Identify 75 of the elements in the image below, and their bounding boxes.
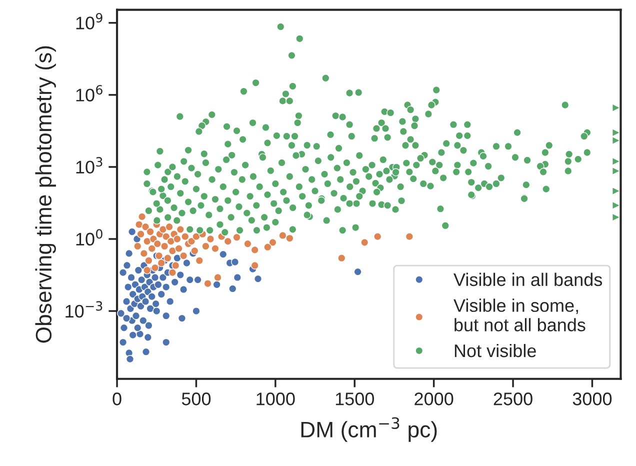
point [143,237,152,246]
point [405,232,414,241]
y-tick-label: 10$^{0}$ [76,229,102,246]
point [157,258,166,268]
point [204,279,212,288]
point [187,237,196,246]
point [214,273,222,282]
point [172,261,180,270]
point [146,228,154,236]
point [165,222,174,231]
point [151,264,160,272]
point [181,232,190,241]
point [612,188,620,194]
x-tick-label: 0 [112,392,122,406]
legend-label: Visible in all bands [454,272,602,286]
x-tick-label: 1000 [256,392,295,406]
point [136,230,145,238]
x-tick-label: 1500 [336,392,374,406]
point [612,129,620,136]
legend-label: Not visible [454,344,536,358]
point [143,266,152,274]
point [162,232,170,241]
y-axis-title: Observing time photometry (s) [35,46,56,343]
y-tick-label: 10$^{9}$ [76,12,102,30]
point [142,222,150,231]
x-tick-label: 500 [182,392,211,406]
point [206,234,215,244]
point [164,254,172,262]
point [232,233,241,242]
point [338,254,346,262]
point [195,256,204,265]
y-tick-label: 10$^{−3}$ [66,301,102,318]
point [211,244,220,253]
point [180,252,188,260]
point [154,252,164,260]
point [140,249,148,258]
point [374,232,382,241]
point [148,244,156,253]
point [250,246,259,254]
legend-label: Visible in some, but not all bands [454,298,586,332]
y-tick-label: 10$^{3}$ [76,157,102,174]
point [612,202,620,209]
point [173,234,182,244]
point [134,242,142,250]
point [244,240,252,248]
x-tick-label: 2000 [414,392,454,406]
point [612,158,620,165]
point [612,168,620,174]
point [144,256,153,265]
point [268,238,277,246]
point [166,237,175,246]
point [612,104,620,112]
point [202,242,210,250]
point [286,234,294,242]
y-tick-label: 10$^{6}$ [76,85,102,102]
point [612,214,620,221]
point [224,237,232,246]
point [612,137,620,144]
point [153,240,162,248]
x-tick-label: 2500 [494,392,532,406]
point [264,243,272,252]
point [168,246,176,255]
point [190,246,199,255]
x-axis-title: DM (cm$^{−3}$ pc) [301,417,437,442]
point [174,244,183,253]
point [168,268,176,277]
point [250,261,259,270]
point [360,238,369,246]
point [176,225,184,234]
point [278,231,287,240]
point [135,220,144,229]
point [160,242,169,250]
point [158,225,167,234]
point [138,212,146,221]
x-tick-label: 3000 [572,392,612,406]
